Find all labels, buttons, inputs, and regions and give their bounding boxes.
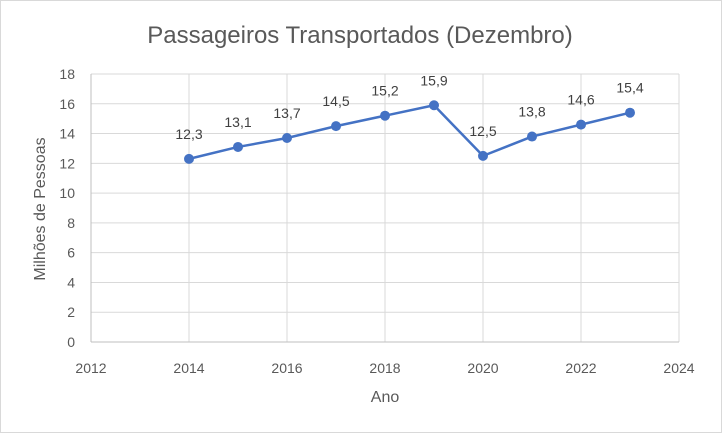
data-label: 12,5: [469, 123, 496, 139]
data-point: [576, 119, 586, 130]
data-label: 13,8: [518, 104, 545, 120]
data-label: 12,3: [175, 126, 202, 142]
x-tick-label: 2016: [271, 360, 302, 376]
series-line: [184, 100, 635, 164]
y-tick-label: 4: [67, 274, 75, 290]
data-label: 14,5: [322, 93, 349, 109]
data-point: [233, 141, 243, 152]
y-tick-label: 12: [59, 155, 75, 171]
y-tick-label: 10: [59, 185, 75, 201]
y-tick-label: 0: [67, 334, 75, 350]
data-point: [527, 131, 537, 142]
data-point: [331, 121, 341, 132]
y-tick-label: 6: [67, 245, 75, 261]
data-label: 13,7: [273, 105, 300, 121]
y-tick-label: 14: [59, 126, 75, 142]
data-label: 15,4: [616, 80, 643, 96]
x-tick-label: 2024: [663, 360, 694, 376]
data-point: [184, 153, 194, 164]
data-point: [380, 110, 390, 121]
data-point: [625, 107, 635, 118]
y-tick-label: 2: [67, 304, 75, 320]
y-axis-title: Milhões de Pessoas: [32, 137, 49, 280]
y-tick-label: 18: [59, 66, 75, 82]
data-labels: 12,3 13,1 13,7 14,5 15,2 15,9 12,5 13,8 14,6 15,4: [175, 72, 643, 142]
x-tick-label: 2020: [467, 360, 498, 376]
chart-title: Passageiros Transportados (Dezembro): [147, 22, 573, 49]
data-label: 13,1: [224, 114, 251, 130]
data-label: 15,9: [420, 72, 447, 88]
x-axis-title: Ano: [371, 389, 400, 406]
y-tick-label: 16: [59, 96, 75, 112]
x-tick-label: 2012: [75, 360, 106, 376]
y-tick-label: 8: [67, 215, 75, 231]
data-label: 15,2: [371, 83, 398, 99]
data-point: [429, 100, 439, 111]
y-axis-ticks: 0 2 4 6 8 10 12 14 16 18: [59, 66, 75, 350]
data-point: [282, 133, 292, 144]
data-point: [478, 150, 488, 161]
x-axis-ticks: 2012 2014 2016 2018 2020 2022 2024: [75, 360, 694, 376]
axes: [90, 74, 679, 343]
x-tick-label: 2018: [369, 360, 400, 376]
data-label: 14,6: [567, 92, 594, 108]
series-line-path: [188, 104, 631, 161]
x-tick-label: 2022: [565, 360, 596, 376]
x-tick-label: 2014: [173, 360, 204, 376]
